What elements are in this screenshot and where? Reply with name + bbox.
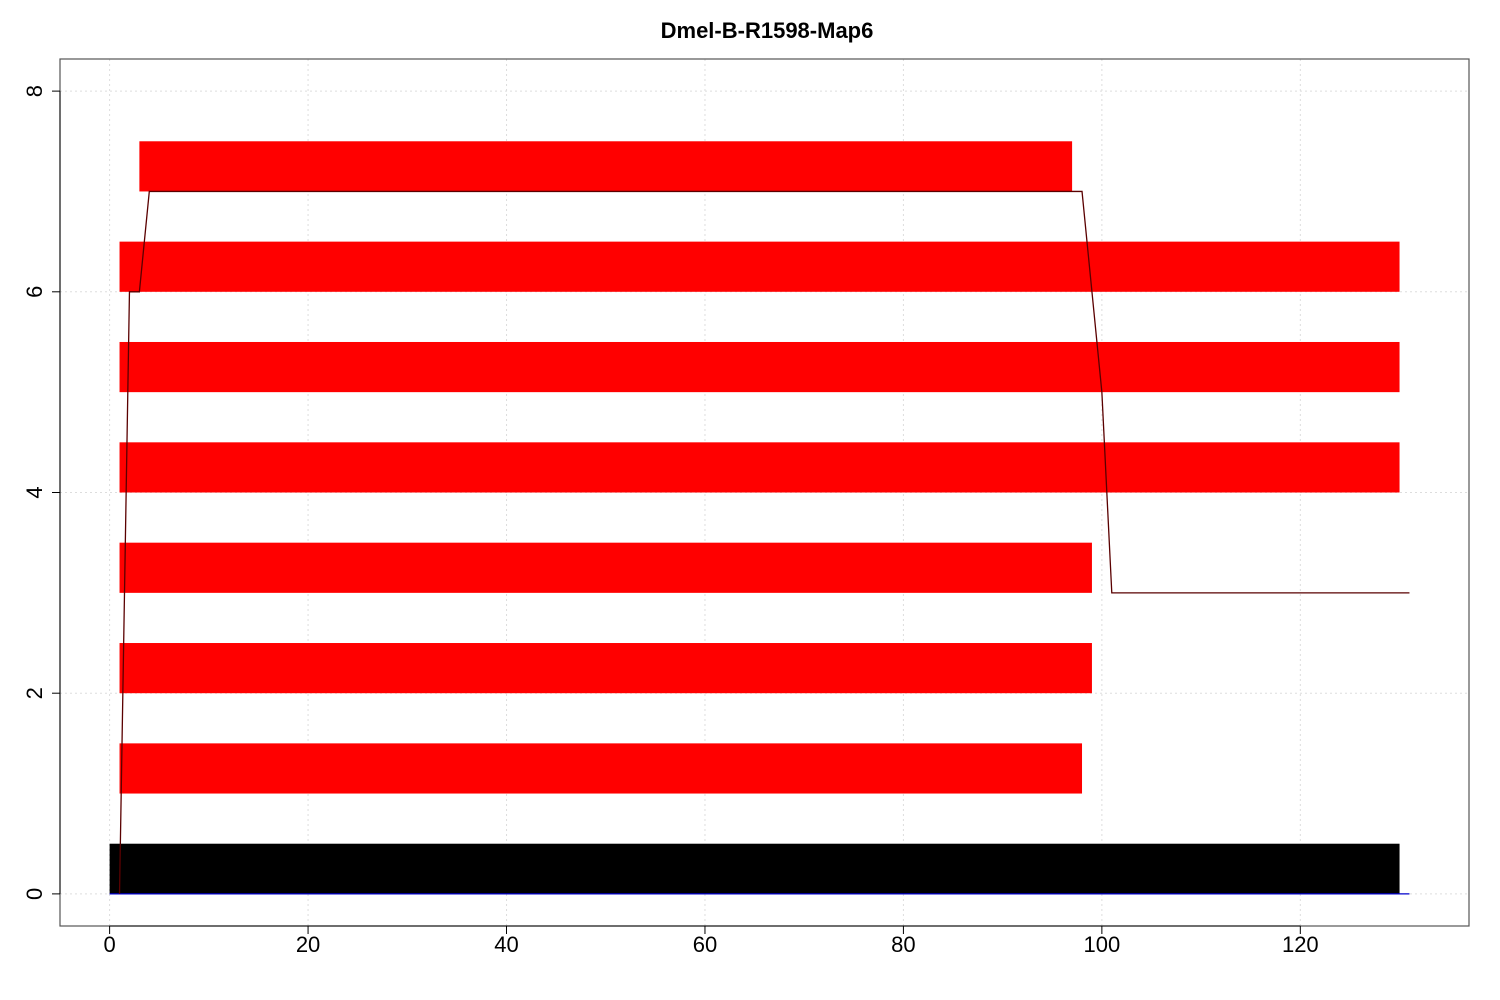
bar-5 <box>119 341 1400 393</box>
bar-6 <box>119 241 1400 292</box>
x-tick-label: 0 <box>103 932 115 957</box>
lines <box>109 190 1410 895</box>
x-tick-label: 120 <box>1282 932 1319 957</box>
y-tick-label: 2 <box>22 687 47 699</box>
y-tick-label: 0 <box>22 888 47 900</box>
y-axis: 0 2 4 6 8 <box>22 85 61 900</box>
coverage-line <box>118 190 1410 894</box>
y-tick-label: 4 <box>22 486 47 498</box>
bar-0 <box>109 843 1400 894</box>
bar-7 <box>139 141 1073 192</box>
x-tick-label: 100 <box>1084 932 1121 957</box>
bar-4 <box>119 442 1400 493</box>
y-tick-label: 6 <box>22 286 47 298</box>
bar-1 <box>119 743 1083 794</box>
bar-2 <box>119 643 1092 694</box>
x-tick-label: 20 <box>296 932 320 957</box>
y-tick-label: 8 <box>22 85 47 97</box>
x-tick-label: 80 <box>891 932 915 957</box>
x-tick-label: 60 <box>693 932 717 957</box>
bars <box>109 141 1400 894</box>
x-tick-label: 40 <box>494 932 518 957</box>
bar-3 <box>119 542 1092 593</box>
x-axis: 0 20 40 60 80 100 120 <box>103 925 1319 957</box>
chart-title: Dmel-B-R1598-Map6 <box>661 18 874 43</box>
